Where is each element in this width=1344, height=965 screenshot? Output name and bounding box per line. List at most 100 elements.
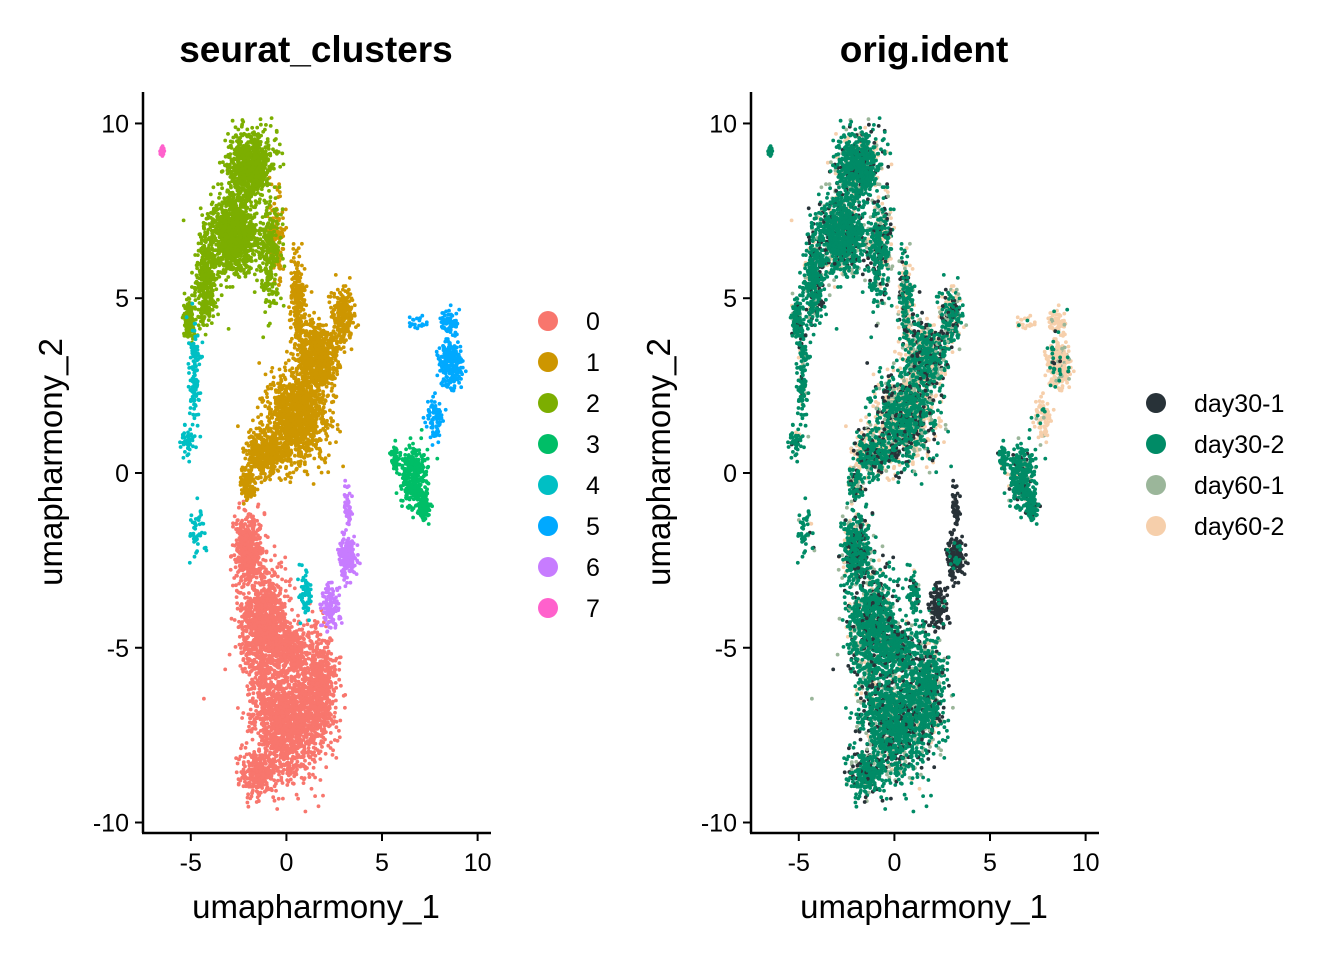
data-point [317, 705, 321, 709]
data-point [272, 601, 276, 605]
data-point [246, 792, 250, 796]
data-point [279, 723, 283, 727]
data-point [271, 676, 275, 680]
data-point [236, 518, 240, 522]
data-point [252, 584, 256, 588]
data-point [304, 723, 308, 727]
data-point [318, 719, 322, 723]
data-point [251, 785, 255, 789]
data-point [275, 712, 279, 716]
data-point [245, 753, 249, 757]
data-point [282, 647, 286, 651]
data-point [295, 773, 299, 777]
data-point [263, 648, 267, 652]
data-point [255, 589, 259, 593]
data-point [245, 596, 249, 600]
data-point [293, 662, 297, 666]
data-point [303, 693, 307, 697]
data-point [270, 609, 274, 613]
data-point [239, 579, 243, 583]
data-point [238, 643, 242, 647]
data-point [242, 639, 246, 643]
data-point [279, 737, 283, 741]
data-point [262, 697, 266, 701]
data-point [252, 691, 256, 695]
data-point [311, 681, 315, 685]
data-point [233, 514, 237, 518]
data-point [240, 776, 244, 780]
data-point [313, 619, 317, 623]
data-point [310, 624, 314, 628]
data-point [277, 770, 281, 774]
data-point [300, 645, 304, 649]
data-point [311, 610, 315, 614]
data-point [288, 584, 292, 588]
data-point [281, 711, 285, 715]
data-point [259, 712, 263, 716]
data-point [239, 646, 243, 650]
data-point [293, 586, 297, 590]
data-point [271, 691, 275, 695]
data-point [300, 719, 304, 723]
data-point [249, 531, 253, 535]
data-point [288, 599, 292, 603]
data-point [290, 646, 294, 650]
data-point [267, 725, 271, 729]
data-point [330, 685, 334, 689]
data-point [296, 353, 300, 357]
data-point [279, 587, 283, 591]
data-point [313, 658, 317, 662]
data-point [312, 457, 316, 461]
data-point [260, 617, 264, 621]
data-point [339, 684, 343, 688]
data-point [275, 807, 279, 811]
data-point [299, 686, 303, 690]
data-point [234, 527, 238, 531]
data-point [272, 778, 276, 782]
data-point [289, 577, 293, 581]
data-point [329, 652, 333, 656]
data-point [333, 738, 337, 742]
data-point [255, 613, 259, 617]
data-point [267, 584, 271, 588]
data-point [257, 607, 261, 611]
data-point [283, 663, 287, 667]
data-point [302, 778, 306, 782]
data-point [234, 645, 238, 649]
data-point [317, 804, 321, 808]
data-point [254, 766, 258, 770]
data-point [246, 693, 250, 697]
data-point [256, 604, 260, 608]
data-point [289, 778, 293, 782]
data-point [259, 702, 263, 706]
data-point [295, 730, 299, 734]
data-point [332, 715, 336, 719]
data-point [306, 715, 310, 719]
data-point [292, 694, 296, 698]
data-point [270, 658, 274, 662]
data-point [251, 738, 255, 742]
data-point [300, 762, 304, 766]
data-point [259, 729, 263, 733]
data-point [252, 750, 256, 754]
data-point [267, 713, 271, 717]
data-point [264, 709, 268, 713]
data-point [239, 746, 243, 750]
data-point [268, 641, 272, 645]
data-point [310, 687, 314, 691]
data-point [255, 800, 259, 804]
data-point [254, 778, 258, 782]
data-point [238, 591, 242, 595]
data-point [328, 723, 332, 727]
data-point [338, 719, 342, 723]
data-point [320, 676, 324, 680]
data-point [326, 645, 330, 649]
data-point [262, 574, 266, 578]
data-point [223, 668, 227, 672]
data-point [306, 686, 310, 690]
data-point [338, 735, 342, 739]
data-point [299, 667, 303, 671]
data-point [244, 509, 248, 513]
data-point [276, 610, 280, 614]
data-point [244, 613, 248, 617]
